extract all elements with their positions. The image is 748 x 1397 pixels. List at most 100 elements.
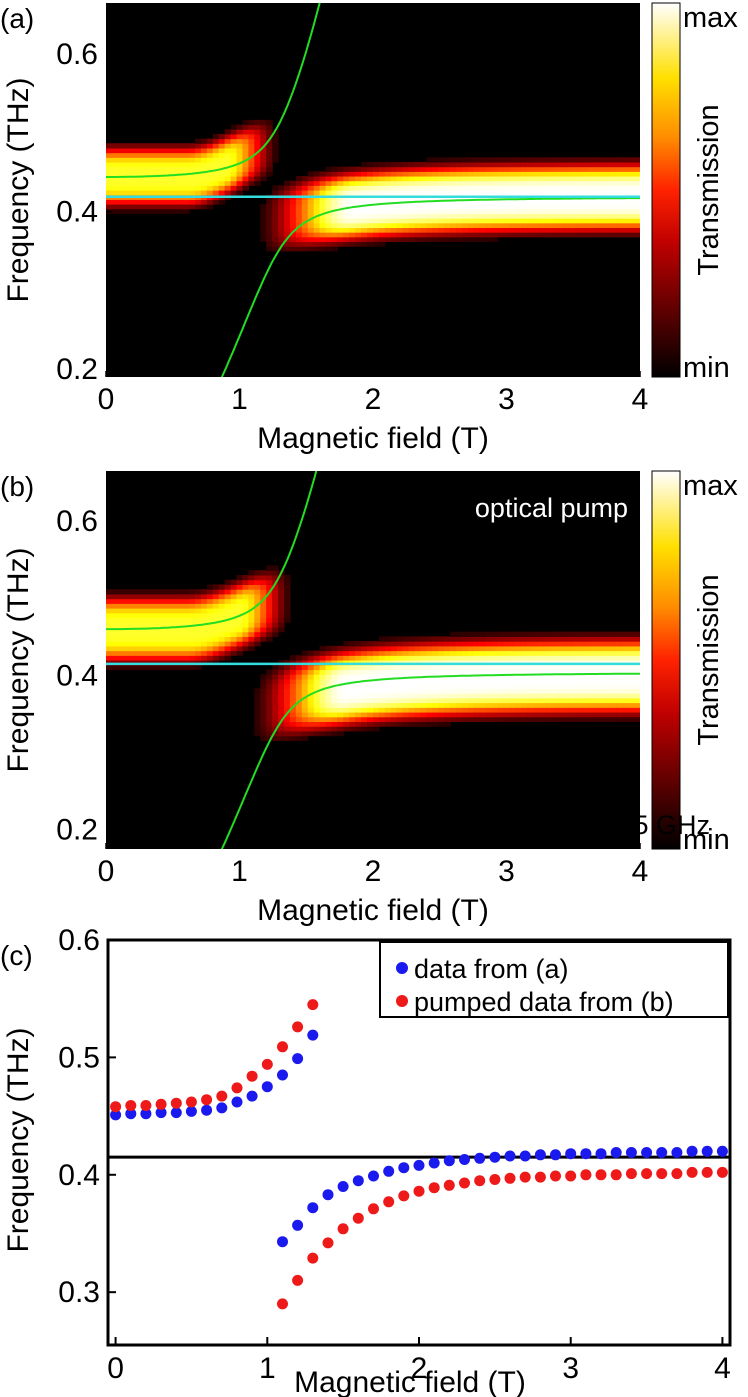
heatmap-cell	[598, 688, 605, 694]
heatmap-cell	[153, 589, 160, 595]
heatmap-cell	[171, 171, 178, 177]
heatmap-cell	[343, 185, 350, 191]
heatmap-cell	[628, 636, 635, 642]
heatmap-cell	[408, 650, 416, 656]
heatmap-cell	[337, 218, 344, 224]
heatmap-cell	[230, 622, 238, 628]
heatmap-cell	[337, 208, 344, 214]
heatmap-cell	[260, 133, 267, 140]
heatmap-cell	[224, 626, 232, 633]
heatmap-cell	[218, 584, 226, 590]
heatmap-cell	[218, 617, 226, 623]
heatmap-cell	[521, 180, 528, 186]
heatmap-cell	[111, 171, 119, 177]
heatmap-cell	[450, 707, 457, 713]
heatmap-cell	[212, 157, 220, 163]
heatmap-cell	[426, 693, 433, 699]
heatmap-cell	[242, 608, 249, 614]
heatmap-cell	[260, 161, 267, 168]
heatmap-cell	[325, 707, 333, 713]
heatmap-cell	[616, 645, 623, 652]
heatmap-cell	[479, 185, 487, 191]
heatmap-cell	[634, 161, 640, 168]
heatmap-cell	[545, 185, 552, 191]
scatter-point	[474, 1175, 486, 1187]
heatmap-cell	[319, 208, 327, 214]
heatmap-cell	[598, 702, 605, 708]
heatmap-cell	[628, 693, 635, 699]
heatmap-cell	[266, 236, 273, 243]
heatmap-cell	[414, 650, 422, 656]
heatmap-cell	[141, 204, 149, 210]
heatmap-cell	[426, 190, 433, 196]
heatmap-cell	[183, 157, 190, 163]
heatmap-cell	[551, 157, 558, 163]
heatmap-cell	[432, 236, 439, 243]
scatter-point	[398, 1162, 410, 1174]
heatmap-cell	[479, 161, 487, 168]
heatmap-cell	[343, 693, 350, 699]
heatmap-cell	[141, 617, 149, 623]
heatmap-cell	[634, 227, 640, 233]
heatmap-cell	[319, 707, 327, 713]
heatmap-cell	[586, 175, 594, 182]
heatmap-cell	[189, 617, 196, 623]
heatmap-cell	[420, 664, 427, 671]
heatmap-cell	[432, 711, 439, 718]
heatmap-cell	[539, 655, 546, 661]
heatmap-cell	[212, 593, 220, 600]
heatmap-cell	[568, 655, 576, 661]
heatmap-cell	[527, 631, 534, 637]
heatmap-cell	[373, 175, 380, 182]
heatmap-cell	[592, 185, 600, 191]
heatmap-cell	[402, 208, 410, 214]
heatmap-cell	[444, 678, 451, 685]
heatmap-cell	[254, 631, 261, 637]
heatmap-cell	[497, 157, 505, 163]
heatmap-cell	[426, 232, 433, 238]
panel-c-legend-box	[379, 941, 729, 1018]
heatmap-cell	[313, 171, 321, 177]
heatmap-cell	[426, 157, 433, 163]
heatmap-cell	[248, 598, 255, 604]
heatmap-cell	[153, 641, 160, 647]
heatmap-cell	[284, 598, 291, 604]
heatmap-cell	[533, 171, 540, 177]
heatmap-cell	[301, 246, 309, 252]
heatmap-cell	[367, 707, 374, 713]
heatmap-cell	[414, 702, 422, 708]
heatmap-cell	[266, 674, 273, 680]
heatmap-cell	[212, 180, 220, 186]
heatmap-cell	[610, 213, 617, 219]
heatmap-cell	[503, 655, 511, 661]
heatmap-cell	[432, 157, 439, 163]
heatmap-cell	[604, 161, 611, 168]
heatmap-cell	[473, 641, 481, 647]
heatmap-cell	[580, 645, 588, 652]
heatmap-cell	[159, 603, 166, 609]
heatmap-cell	[467, 636, 475, 642]
heatmap-cell	[106, 175, 113, 182]
heatmap-cell	[111, 161, 119, 168]
heatmap-cell	[462, 707, 469, 713]
heatmap-cell	[373, 702, 380, 708]
heatmap-cell	[521, 688, 528, 694]
heatmap-cell	[367, 208, 374, 214]
heatmap-cell	[177, 190, 184, 196]
heatmap-cell	[396, 664, 404, 671]
heatmap-cell	[373, 232, 380, 238]
heatmap-cell	[539, 199, 546, 205]
heatmap-cell	[278, 241, 285, 247]
heatmap-cell	[462, 213, 469, 219]
heatmap-cell	[206, 143, 214, 149]
heatmap-cell	[236, 593, 244, 600]
heatmap-cell	[272, 678, 279, 685]
heatmap-cell	[604, 641, 611, 647]
heatmap-cell	[284, 693, 291, 699]
heatmap-cell	[515, 166, 522, 172]
heatmap-cell	[539, 232, 546, 238]
heatmap-cell	[343, 204, 350, 210]
heatmap-cell	[331, 674, 338, 680]
heatmap-cell	[598, 222, 605, 228]
heatmap-cell	[206, 166, 214, 172]
